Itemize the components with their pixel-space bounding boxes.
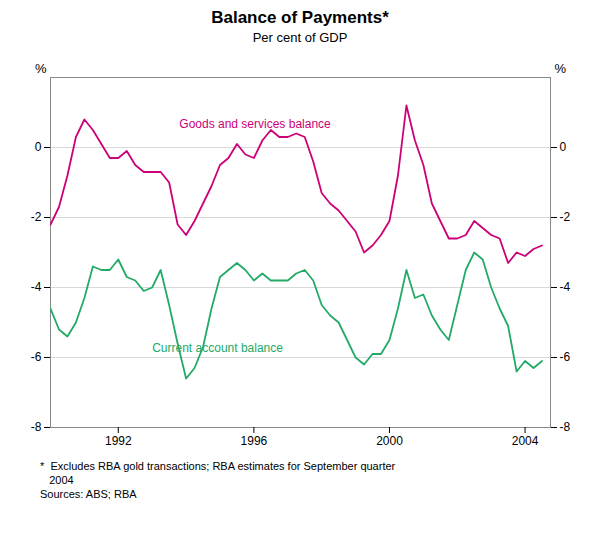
svg-text:-2: -2 [560,210,571,224]
html-text:* Excludes RBA gold transactio: * Excludes RBA gold transactions; RBA es… [40,460,396,472]
svg-text:0: 0 [35,140,42,154]
html-text:Per cent of GDP: Per cent of GDP [252,30,348,45]
svg-text:-8: -8 [560,420,571,434]
svg-text:%: % [35,61,47,76]
svg-text:-8: -8 [31,420,42,434]
svg-text:-4: -4 [560,280,571,294]
svg-text:1996: 1996 [241,434,268,448]
svg-text:Goods and services balance: Goods and services balance [179,117,331,131]
svg-text:-4: -4 [31,280,42,294]
svg-text:Current account balance: Current account balance [152,341,283,355]
html-text:2004: 2004 [40,474,74,486]
svg-text:-6: -6 [31,350,42,364]
svg-text:%: % [555,61,567,76]
html-text:Sources: ABS; RBA: Sources: ABS; RBA [40,488,137,500]
svg-text:0: 0 [560,140,567,154]
svg-text:1992: 1992 [105,434,132,448]
svg-text:2004: 2004 [512,434,539,448]
html-text:Balance of Payments*: Balance of Payments* [211,8,389,27]
svg-text:-6: -6 [560,350,571,364]
svg-text:2000: 2000 [376,434,403,448]
svg-text:-2: -2 [31,210,42,224]
